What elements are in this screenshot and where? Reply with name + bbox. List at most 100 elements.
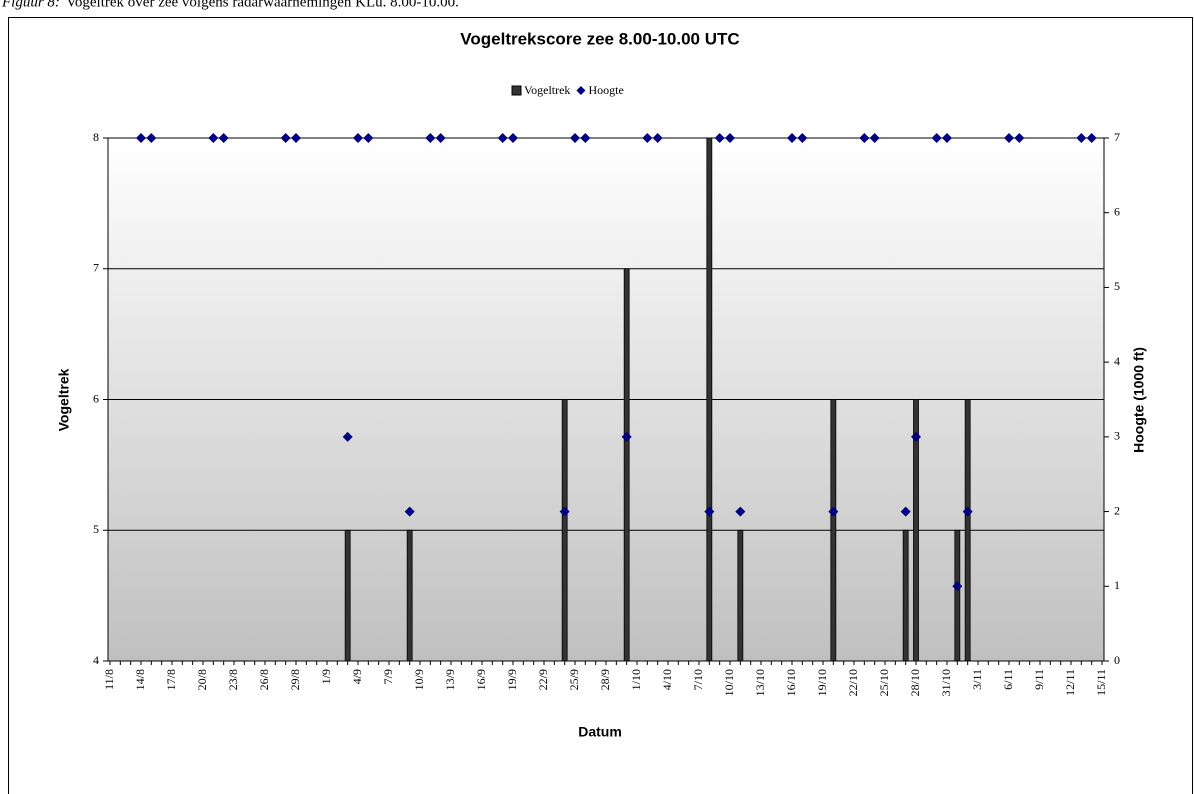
y2-tick-label: 0 (1114, 653, 1120, 667)
legend-label: Hoogte (588, 83, 623, 97)
x-tick-label: 4/10 (660, 669, 674, 690)
marker (911, 431, 921, 442)
marker (208, 133, 219, 143)
x-tick-label: 16/9 (474, 669, 488, 690)
marker (1076, 133, 1087, 143)
x-tick-label: 25/9 (567, 669, 581, 690)
marker (363, 133, 374, 143)
marker (869, 133, 880, 143)
marker (353, 133, 363, 143)
marker (580, 133, 591, 143)
marker (900, 506, 911, 517)
marker (497, 133, 508, 143)
bar (344, 529, 351, 662)
x-tick-label: 13/10 (753, 669, 767, 696)
y-tick-label: 7 (93, 261, 99, 275)
y2-tick-label: 5 (1114, 279, 1120, 293)
marker (962, 506, 973, 517)
y2-axis-title: Hoogte (1000 ft) (1131, 347, 1147, 453)
y-tick-label: 6 (93, 391, 99, 405)
marker (828, 506, 839, 517)
marker (797, 133, 808, 143)
x-tick-label: 6/11 (1001, 669, 1015, 690)
x-tick-label: 31/10 (939, 669, 953, 696)
x-tick-label: 1/9 (319, 669, 333, 684)
marker (435, 133, 446, 143)
x-tick-label: 7/9 (381, 669, 395, 684)
caption-label: Figuur 8: (1, 0, 60, 10)
x-tick-label: 26/8 (257, 669, 271, 690)
x-tick-label: 25/10 (877, 669, 891, 696)
marker (570, 133, 580, 143)
x-tick-label: 22/9 (536, 669, 550, 690)
x-tick-label: 16/10 (784, 669, 798, 696)
marker (1086, 133, 1097, 143)
y2-tick-label: 1 (1114, 578, 1120, 592)
legend-label: Vogeltrek (524, 83, 570, 97)
bar (406, 529, 413, 662)
y-tick-label: 8 (93, 130, 99, 144)
y2-tick-label: 7 (1114, 130, 1120, 144)
bar (954, 529, 961, 662)
marker (642, 133, 653, 143)
marker (291, 133, 301, 143)
marker (952, 581, 963, 592)
x-tick-label: 19/9 (505, 669, 519, 690)
y2-tick-label: 4 (1114, 354, 1120, 368)
y2-tick-label: 2 (1114, 503, 1120, 517)
x-tick-label: 14/8 (133, 669, 147, 690)
marker (725, 133, 735, 143)
marker (1004, 133, 1014, 143)
marker (652, 133, 663, 143)
legend-swatch (511, 85, 522, 96)
bar (706, 137, 713, 662)
x-tick-label: 12/11 (1063, 669, 1077, 696)
x-tick-label: 7/10 (691, 669, 705, 690)
x-tick-label: 28/9 (598, 669, 612, 690)
bar (902, 529, 909, 662)
marker (425, 133, 436, 143)
marker (704, 506, 715, 517)
x-tick-label: 22/10 (846, 669, 860, 696)
marker (735, 506, 746, 517)
x-tick-label: 13/9 (443, 669, 457, 690)
bar (913, 399, 919, 662)
marker (942, 133, 952, 143)
marker (559, 506, 570, 517)
x-tick-label: 29/8 (288, 669, 302, 690)
bar (830, 399, 837, 662)
marker (146, 133, 157, 143)
marker (714, 133, 725, 143)
marker (404, 506, 415, 517)
bar (964, 399, 971, 662)
x-tick-label: 9/11 (1032, 669, 1046, 690)
x-tick-label: 10/9 (412, 669, 426, 690)
marker (859, 133, 870, 143)
x-tick-label: 23/8 (226, 669, 240, 690)
y-axis-title: Vogeltrek (56, 368, 72, 431)
marker (342, 431, 353, 442)
x-tick-label: 11/8 (102, 669, 116, 690)
y2-tick-label: 6 (1114, 204, 1120, 218)
x-tick-label: 4/9 (350, 669, 364, 684)
marker (136, 133, 146, 143)
x-tick-label: 17/8 (164, 669, 178, 690)
marker (280, 133, 291, 143)
x-axis-title: Datum (578, 724, 622, 740)
marker (218, 133, 229, 143)
marker (931, 133, 942, 143)
x-tick-label: 20/8 (195, 669, 209, 690)
x-tick-label: 15/11 (1094, 669, 1108, 696)
marker (1014, 133, 1025, 143)
caption: Vogeltrek over zee volgens radarwaarnemi… (66, 0, 459, 10)
x-tick-label: 19/10 (815, 669, 829, 696)
bar (561, 399, 568, 662)
x-tick-label: 28/10 (908, 669, 922, 696)
x-tick-label: 1/10 (629, 669, 643, 690)
marker (508, 133, 518, 143)
bar (623, 268, 630, 662)
x-tick-label: 3/11 (970, 669, 984, 690)
marker (621, 431, 632, 442)
bar (737, 529, 744, 662)
